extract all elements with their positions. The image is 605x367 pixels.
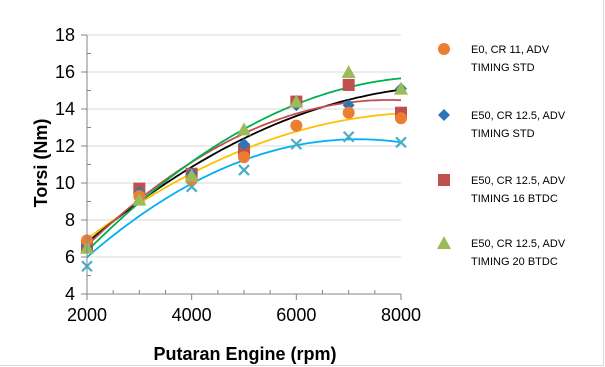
legend: E0, CR 11, ADV TIMING STD E50, CR 12.5, AD… [437,43,566,268]
y-tick-label-16: 16 [55,62,75,82]
point-s1-8000 [395,112,407,125]
legend-label-1-line-1: E0, CR 11, ADV [471,44,550,56]
point-s4-5000 [237,122,251,136]
grid-lines [87,34,401,295]
y-tick-label-14: 14 [55,99,75,119]
legend-label-3-line-2: TIMING 16 BTDC [471,193,558,205]
legend-label-3-line-1: E50, CR 12.5, ADV [471,175,566,187]
x-tick-label-4000: 4000 [172,305,212,325]
legend-marker-4 [437,236,451,249]
point-s4-8000 [394,81,408,95]
point-s1-6000 [290,119,303,132]
y-tick-label-4: 4 [65,284,75,304]
point-s4-4000 [184,168,199,182]
point-s4-7000 [341,65,356,78]
point-s5-6000 [290,138,303,150]
x-axis-label: Putaran Engine (rpm) [153,344,336,364]
x-tick-label-8000: 8000 [381,305,421,325]
point-s3-7000 [342,78,355,91]
x-tick-label-2000: 2000 [67,305,107,325]
legend-marker-3 [438,174,450,186]
point-s5-7000 [342,130,355,143]
trendline-series-3 [86,99,402,247]
y-tick-label-18: 18 [55,25,75,45]
point-s1-5000 [238,151,250,164]
data-points [80,65,408,273]
legend-label-2-line-1: E50, CR 12.5, ADV [471,110,566,122]
y-tick-label-8: 8 [65,210,75,230]
legend-label-4-line-1: E50, CR 12.5, ADV [471,238,566,250]
tick-labels: 4 6 8 10 12 14 16 18 2000 4000 6000 8000 [55,25,421,325]
y-axis-label: Torsi (Nm) [31,119,51,208]
point-s2-5000 [238,138,250,151]
point-s5-8000 [395,136,407,149]
legend-marker-1 [438,43,450,55]
y-tick-label-6: 6 [65,247,75,267]
axes [81,34,402,300]
point-s1-7000 [342,106,355,119]
y-tick-label-12: 12 [55,136,75,156]
legend-label-2-line-2: TIMING STD [471,128,535,140]
y-tick-label-10: 10 [55,173,75,193]
x-tick-label-6000: 6000 [276,305,316,325]
point-s5-5000 [238,164,250,176]
trendline-series-4 [86,77,402,252]
point-s4-6000 [289,94,304,108]
legend-label-1-line-2: TIMING STD [471,62,535,74]
point-s4-3000 [132,192,147,206]
legend-label-4-line-2: TIMING 20 BTDC [471,256,558,268]
legend-marker-2 [438,109,450,121]
